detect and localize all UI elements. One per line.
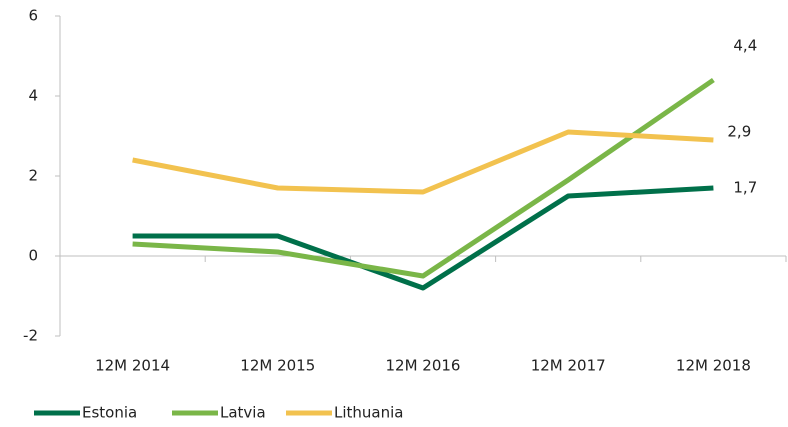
x-tick-label: 12M 2018: [676, 357, 751, 375]
line-series: [132, 129, 714, 195]
data-label: 2,9: [727, 123, 751, 141]
y-tick-label: 4: [28, 87, 38, 105]
legend-label: Latvia: [220, 404, 266, 422]
y-tick-label: 2: [28, 167, 38, 185]
y-tick-label: -2: [23, 327, 38, 345]
line-series: [132, 77, 715, 279]
x-tick-label: 12M 2016: [386, 357, 461, 375]
line-series: [132, 185, 714, 291]
legend-label: Estonia: [82, 404, 137, 422]
y-tick-label: 6: [28, 7, 38, 25]
y-tick-label: 0: [28, 247, 38, 265]
data-label: 1,7: [733, 179, 757, 197]
x-tick-label: 12M 2015: [240, 357, 315, 375]
legend-label: Lithuania: [334, 404, 403, 422]
x-tick-label: 12M 2014: [95, 357, 170, 375]
data-label: 4,4: [733, 37, 757, 55]
x-tick-label: 12M 2017: [531, 357, 606, 375]
